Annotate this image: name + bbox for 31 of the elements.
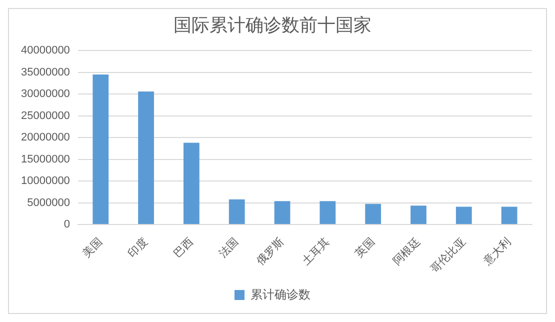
y-tick-label: 20000000	[20, 132, 70, 144]
legend-label: 累计确诊数	[250, 287, 310, 302]
bar	[365, 204, 382, 224]
x-tick-label: 意大利	[480, 235, 514, 269]
bar	[184, 142, 200, 224]
y-tick-label: 5000000	[27, 196, 70, 209]
y-tick-label: 30000000	[20, 88, 70, 100]
bar	[501, 206, 518, 224]
x-tick-label: 哥伦比亚	[428, 235, 468, 276]
bar	[274, 201, 290, 224]
x-tick-label: 巴西	[172, 236, 196, 260]
bar	[456, 206, 472, 224]
y-tick-label: 10000000	[20, 175, 70, 188]
x-tick-label: 阿根廷	[390, 236, 423, 268]
x-tick-label: 俄罗斯	[254, 235, 287, 268]
y-tick-label: 25000000	[20, 110, 70, 122]
bar	[92, 74, 109, 224]
chart-title: 国际累计确诊数前十国家	[174, 14, 372, 35]
x-tick-label: 美国	[80, 235, 105, 260]
bar	[228, 199, 245, 224]
bar	[320, 201, 336, 224]
x-tick-label: 印度	[126, 235, 150, 260]
bar	[138, 91, 154, 224]
x-tick-label: 法国	[216, 235, 242, 260]
bar	[410, 206, 426, 224]
y-tick-label: 40000000	[20, 44, 70, 57]
y-tick-label: 15000000	[20, 153, 70, 166]
x-tick-label: 土耳其	[299, 235, 332, 268]
x-tick-label: 英国	[352, 235, 378, 260]
y-tick-label: 35000000	[20, 66, 70, 78]
y-tick-label: 0	[64, 218, 70, 231]
